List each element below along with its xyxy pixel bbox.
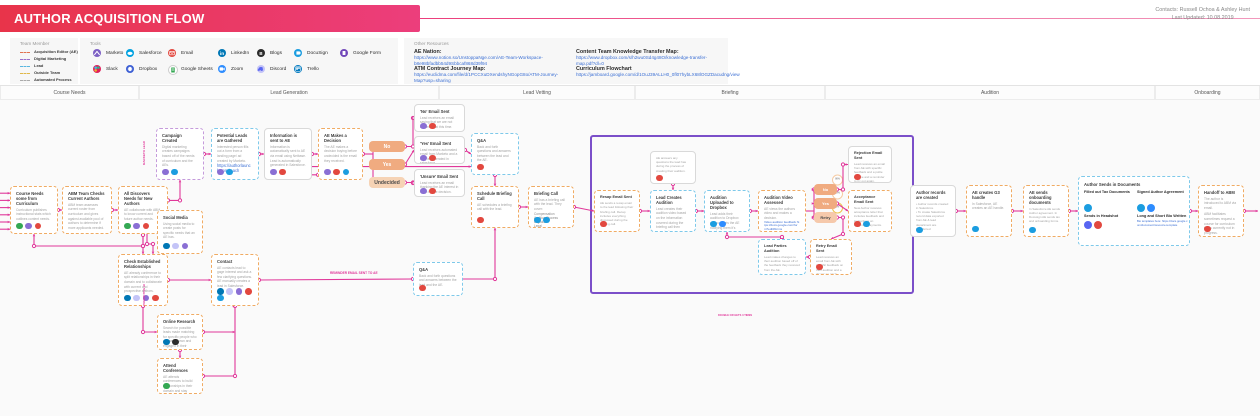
svg-text:in: in bbox=[220, 51, 224, 57]
svg-text:B: B bbox=[259, 51, 262, 56]
